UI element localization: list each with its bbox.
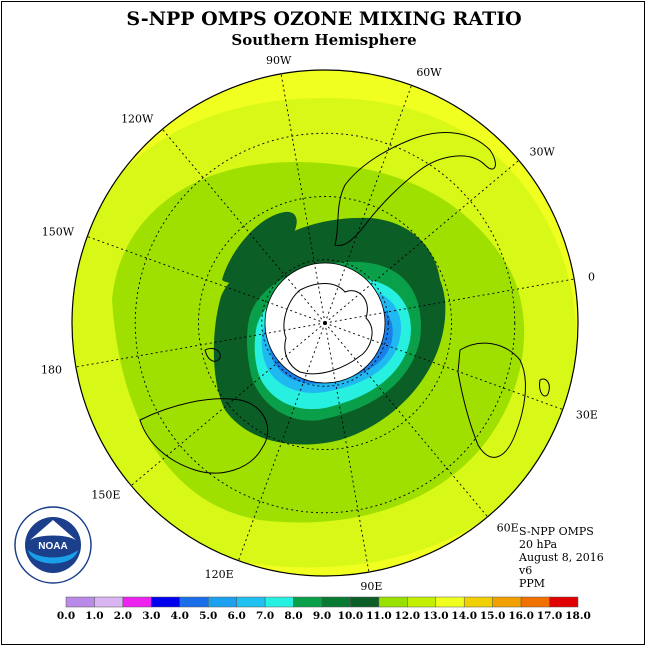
- meridian-line: [280, 73, 326, 324]
- longitude-label: 60W: [416, 66, 442, 79]
- meridian-line: [238, 322, 326, 561]
- latitude-circle: [261, 259, 389, 387]
- contour-10ppm-island: [222, 211, 297, 283]
- colorbar-tick-label: 17.0: [537, 610, 563, 622]
- colorbar-tick-label: 4.0: [171, 610, 189, 622]
- info-block: S-NPP OMPS 20 hPa August 8, 2016 v6 PPM: [519, 525, 604, 590]
- colorbar-segment: [293, 596, 323, 608]
- colorbar-tick-label: 16.0: [508, 610, 534, 622]
- colorbar-segment: [94, 596, 124, 608]
- info-date: August 8, 2016: [519, 551, 604, 564]
- colorbar-tick-label: 7.0: [256, 610, 274, 622]
- colorbar-tick-label: 13.0: [423, 610, 449, 622]
- colorbar-segment: [492, 596, 522, 608]
- meridian-line: [324, 322, 488, 518]
- coastlines: [139, 132, 550, 474]
- meridian-line: [75, 322, 326, 368]
- colorbar-tick-label: 1.0: [85, 610, 103, 622]
- meridian-line: [324, 322, 563, 410]
- longitude-label: 90W: [266, 54, 292, 67]
- longitude-label: 30E: [576, 408, 598, 421]
- newzealand-coast: [204, 347, 221, 362]
- colorbar-segment: [407, 596, 437, 608]
- longitude-label: 0: [588, 271, 595, 284]
- meridian-line: [324, 85, 412, 324]
- colorbar-segment: [151, 596, 181, 608]
- colorbar-tick-label: 9.0: [313, 610, 331, 622]
- info-pressure: 20 hPa: [519, 538, 558, 551]
- info-units: PPM: [519, 577, 546, 590]
- madagascar-coast: [539, 378, 550, 397]
- meridian-line: [130, 322, 326, 486]
- longitude-label: 150E: [91, 489, 120, 502]
- colorbar-segment: [207, 596, 237, 608]
- noaa-logo-bird: [30, 520, 76, 540]
- colorbar-segment: [264, 596, 294, 608]
- longitude-label: 120W: [121, 112, 154, 125]
- colorbar-tick-label: 8.0: [284, 610, 302, 622]
- longitude-label: 180: [41, 363, 62, 376]
- colorbar-tick-label: 5.0: [199, 610, 217, 622]
- meridian-line: [324, 322, 370, 573]
- colorbar-segment: [236, 596, 266, 608]
- australia-coast: [139, 398, 269, 474]
- ozone-field: [72, 70, 578, 576]
- meridian-line: [162, 128, 326, 324]
- colorbar-tick-label: 10.0: [338, 610, 364, 622]
- noaa-logo-text: NOAA: [38, 541, 67, 552]
- longitude-label: 90E: [360, 580, 382, 593]
- africa-coast: [457, 342, 526, 458]
- colorbar-tick-label: 11.0: [366, 610, 392, 622]
- colorbar-segment: [179, 596, 209, 608]
- colorbar-segment: [378, 596, 408, 608]
- colorbar-tick-label: 2.0: [114, 610, 132, 622]
- colorbar-tick-label: 12.0: [395, 610, 421, 622]
- colorbar-segment: [122, 596, 152, 608]
- noaa-logo: NOAA: [14, 506, 92, 584]
- longitude-labels: 90W 60W 30W 0 30E 60E 90E 120E 150E 180 150W 120W: [41, 54, 598, 593]
- colorbar-tick-label: 0.0: [57, 610, 75, 622]
- info-version: v6: [519, 564, 533, 577]
- colorbar-tick-label: 14.0: [451, 610, 477, 622]
- colorbar-tick-label: 15.0: [480, 610, 506, 622]
- colorbar-segment: [350, 596, 380, 608]
- colorbar: 0.0 1.0 2.0 3.0 4.0 5.0 6.0 7.0 8.0 9.0 10.0 11.0 12…: [57, 596, 591, 622]
- map-border: [71, 69, 579, 577]
- colorbar-segment: [65, 596, 95, 608]
- noaa-logo-wave: [28, 550, 78, 564]
- colorbar-tick-label: 18.0: [565, 610, 591, 622]
- colorbar-segment: [321, 596, 351, 608]
- meridian-line: [87, 236, 326, 324]
- longitude-label: 150W: [42, 226, 75, 239]
- colorbar-tick-label: 6.0: [228, 610, 246, 622]
- page-subtitle: Southern Hemisphere: [231, 31, 417, 49]
- south-pole-marker: [323, 321, 327, 325]
- colorbar-segment: [435, 596, 465, 608]
- graticule: [75, 73, 575, 573]
- longitude-label: 120E: [205, 568, 234, 581]
- longitude-label: 60E: [497, 522, 519, 535]
- colorbar-segment: [463, 596, 493, 608]
- meridian-line: [324, 278, 575, 324]
- latitude-circle: [198, 196, 452, 450]
- info-satellite: S-NPP OMPS: [519, 525, 594, 538]
- latitude-circle: [134, 132, 516, 514]
- colorbar-segment: [520, 596, 550, 608]
- meridian-line: [324, 160, 520, 324]
- page-title: S-NPP OMPS OZONE MIXING RATIO: [126, 8, 522, 30]
- colorbar-tick-label: 3.0: [142, 610, 160, 622]
- antarctica-coast: [283, 283, 373, 375]
- south-america-coast: [334, 132, 496, 247]
- longitude-label: 30W: [530, 145, 556, 158]
- colorbar-segment: [549, 596, 579, 608]
